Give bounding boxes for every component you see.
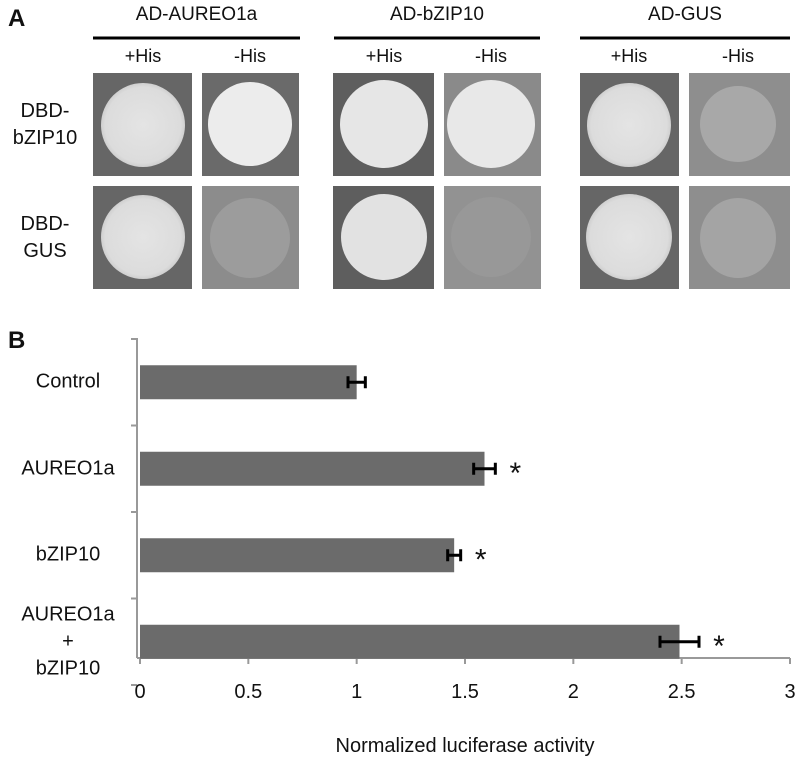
y-tick-label: AUREO1a + bZIP10 xyxy=(21,603,115,680)
x-tick-label: 3 xyxy=(784,681,795,703)
column-title: AD-AUREO1a xyxy=(136,4,258,25)
condition-label: -His xyxy=(234,46,266,66)
y-tick-label: AUREO1a xyxy=(21,457,115,480)
condition-label: +His xyxy=(611,46,648,66)
row-label: DBD- GUS xyxy=(20,213,70,262)
x-tick-label: 2.5 xyxy=(668,681,696,703)
x-tick-label: 1.5 xyxy=(451,681,479,703)
condition-label: -His xyxy=(722,46,754,66)
significance-mark: * xyxy=(713,630,725,663)
y-tick-label: bZIP10 xyxy=(35,543,101,566)
row-label: DBD- bZIP10 xyxy=(12,100,78,149)
x-tick-label: 1 xyxy=(351,681,362,703)
panel-label: A xyxy=(8,5,25,32)
x-tick-label: 2 xyxy=(568,681,579,703)
error-bar xyxy=(658,635,701,648)
x-tick-label: 0 xyxy=(134,681,145,703)
x-tick-label: 0.5 xyxy=(234,681,262,703)
error-bar xyxy=(472,462,497,475)
y-tick-label: Control xyxy=(35,370,101,393)
error-bar xyxy=(446,549,463,562)
x-axis-title: Normalized luciferase activity xyxy=(336,735,595,757)
significance-mark: * xyxy=(475,543,487,576)
column-title: AD-GUS xyxy=(648,4,722,25)
yeast-plates xyxy=(93,73,790,289)
error-bar xyxy=(346,376,367,389)
panel-label: B xyxy=(8,327,25,354)
column-title: AD-bZIP10 xyxy=(390,4,484,25)
bar xyxy=(140,451,485,486)
condition-label: +His xyxy=(125,46,162,66)
condition-label: -His xyxy=(475,46,507,66)
bar xyxy=(140,538,455,573)
condition-label: +His xyxy=(366,46,403,66)
bar xyxy=(140,365,357,400)
bar xyxy=(140,624,680,659)
significance-mark: * xyxy=(509,457,521,490)
